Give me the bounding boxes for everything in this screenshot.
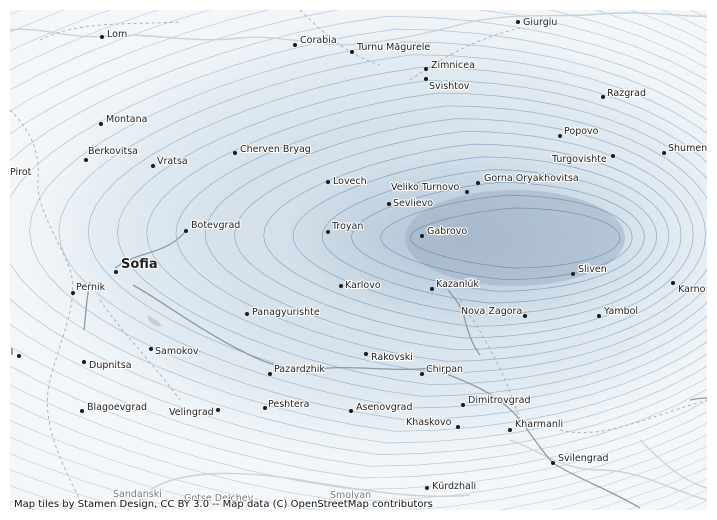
city-label-sandanski: Sandanski (113, 489, 162, 500)
city-label-lom: Lom (107, 29, 127, 40)
city-label-razgrad: Razgrad (607, 88, 646, 99)
city-label-veliko-turnovo: Veliko Turnovo (391, 182, 459, 193)
contour-line (87, 67, 717, 397)
city-label-yambol: Yambol (603, 306, 638, 317)
contour-line (263, 143, 682, 327)
contour-line (146, 92, 717, 374)
roads (83, 231, 708, 509)
city-label-svilengrad: Svilengrad (558, 453, 609, 464)
city-label-zimnicea: Zimnicea (431, 60, 475, 71)
city-label-blagoevgrad: Blagoevgrad (87, 402, 147, 413)
city-label-kazanluk: Kazanlŭk (436, 279, 479, 290)
city-label-giurgiu: Giurgiu (523, 17, 557, 28)
dam-lake (148, 315, 162, 327)
city-label-karlovo: Karlovo (345, 280, 381, 291)
borders (9, 9, 708, 501)
city-label-kurdzhali: Kŭrdzhali (432, 481, 476, 492)
contour-line (409, 207, 621, 269)
city-label-troyan: Troyan (331, 221, 363, 232)
city-label-panagyurishte: Panagyurishte (252, 307, 320, 318)
map-frame-left (0, 0, 10, 520)
map-frame-bottom (0, 510, 717, 520)
city-label-dupnitsa: Dupnitsa (89, 360, 132, 371)
contour-line (117, 79, 717, 386)
city-label-sliven: Sliven (578, 264, 607, 275)
city-label-cherven-bryag: Cherven Bryag (240, 144, 311, 155)
map-frame-right (707, 0, 717, 520)
city-label-asenovgrad: Asenovgrad (356, 402, 413, 413)
city-label-lovech: Lovech (333, 176, 367, 187)
city-label-gotse-delchev: Gotse Delchev (184, 493, 254, 504)
city-label-montana: Montana (106, 114, 147, 125)
city-label-shumen: Shumen (668, 143, 707, 154)
city-label-dimitrovgrad: Dimitrovgrad (468, 395, 531, 406)
city-label-sofia: Sofia (121, 257, 158, 272)
city-label-nova-zagora: Nova Zagora (461, 306, 522, 317)
city-label-gabrovo: Gabrovo (427, 226, 467, 237)
city-label-gorna-oryakhovitsa: Gorna Oryakhovitsa (484, 173, 579, 184)
city-label-popovo: Popovo (564, 126, 599, 137)
city-label-vratsa: Vratsa (157, 156, 188, 167)
contour-line (175, 105, 717, 362)
contour-line (58, 54, 717, 409)
city-label-corabia: Corabia (300, 35, 337, 46)
city-label-berkovitsa: Berkovitsa (88, 146, 138, 157)
rivers (9, 12, 708, 501)
map-frame-top (0, 0, 717, 10)
city-label-kyustendil-fragment: il (8, 347, 13, 358)
contour-line (0, 0, 717, 467)
contour-line (380, 194, 633, 281)
city-label-peshtera: Peshtera (268, 399, 310, 410)
city-markers: Giurgiu Lom Corabia Turnu Măgurele Zimni… (7, 16, 708, 505)
city-label-karnobat: Karno (678, 284, 706, 295)
city-label-velingrad: Velingrad (169, 407, 214, 418)
city-label-pazardzhik: Pazardzhik (274, 364, 325, 375)
contour-line (0, 0, 717, 479)
city-label-sevlievo: Sevlievo (393, 198, 433, 209)
city-label-turnu-magurele: Turnu Măgurele (356, 42, 430, 53)
contour-line (0, 0, 717, 502)
contour-line (0, 15, 717, 444)
city-label-smolyan: Smolyan (330, 490, 371, 501)
city-label-khaskovo: Khaskovo (406, 417, 452, 428)
contour-line (29, 41, 717, 421)
contour-line (321, 169, 658, 304)
contour-line (292, 156, 670, 316)
city-label-rakovski: Rakovski (371, 352, 413, 363)
contour-line (234, 130, 694, 339)
city-label-botevgrad: Botevgrad (191, 220, 240, 231)
contour-line (204, 118, 706, 351)
city-label-samokov: Samokov (155, 346, 199, 357)
city-label-turgovishte: Turgovishte (551, 154, 607, 165)
city-label-chirpan: Chirpan (426, 364, 463, 375)
contour-line (0, 3, 717, 456)
city-label-pernik: Pernik (76, 282, 106, 293)
city-label-svishtov: Svishtov (429, 81, 470, 92)
city-label-kharmanli: Kharmanli (515, 419, 563, 430)
city-label-pirot: Pirot (10, 167, 32, 178)
density-fill (0, 0, 717, 485)
contour-line (351, 182, 645, 292)
map-attribution: Map tiles by Stamen Design, CC BY 3.0 --… (14, 499, 433, 510)
